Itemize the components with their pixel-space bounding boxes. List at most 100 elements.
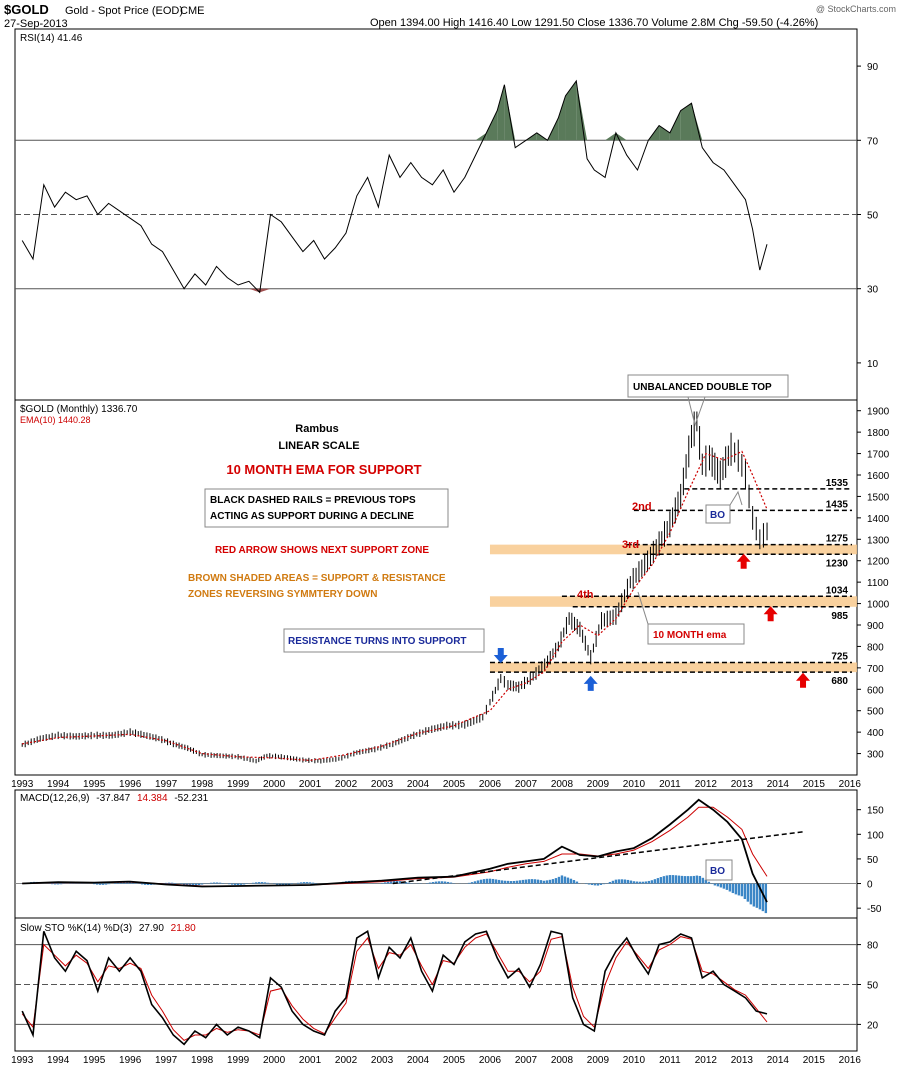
bo-price-box [705, 504, 731, 524]
macd-histogram-bar [278, 883, 282, 885]
price-tick-label: 500 [867, 707, 884, 718]
macd-histogram-bar [602, 883, 606, 885]
rsi-panel: 10 30 50 70 90 [15, 62, 879, 370]
sto-x-tick-label: 2016 [839, 1055, 862, 1066]
macd-histogram-bar [476, 880, 480, 884]
macd-histogram-bar [383, 882, 387, 884]
macd-histogram-bar [722, 883, 726, 889]
macd-histogram-bar [752, 883, 756, 907]
macd-histogram-bar [230, 883, 234, 885]
macd-histogram-bar [398, 881, 402, 884]
sto-x-tick-label: 2007 [515, 1055, 538, 1066]
macd-histogram-bar [197, 883, 201, 886]
rsi-oversold-fill [259, 288, 271, 293]
macd-histogram-bar [482, 879, 486, 884]
price-x-tick-label: 1993 [11, 779, 34, 790]
macd-histogram-bar [596, 883, 600, 886]
price-tick-label: 900 [867, 621, 884, 632]
macd-histogram-bar [488, 878, 492, 884]
macd-histogram-bar [575, 881, 579, 884]
price-x-tick-label: 2014 [767, 779, 790, 790]
macd-legend-prefix: MACD(12,26,9) [20, 793, 89, 804]
level-label: 680 [831, 676, 848, 687]
price-x-tick-label: 2009 [587, 779, 610, 790]
macd-histogram-bar [674, 875, 678, 884]
macd-histogram-bar [473, 881, 477, 884]
macd-histogram-bar [407, 882, 411, 884]
macd-legend: MACD(12,26,9) -37.847 14.384 -52.231 [20, 793, 209, 804]
price-x-tick-label: 1994 [47, 779, 70, 790]
sto-x-tick-label: 1996 [119, 1055, 142, 1066]
rsi-tick-label: 30 [867, 285, 879, 296]
rsi-overbought-fill [680, 103, 692, 141]
macd-histogram-bar [275, 883, 279, 885]
macd-histogram-bar [692, 875, 696, 884]
macd-histogram-bar [695, 875, 699, 884]
price-tick-label: 1700 [867, 450, 890, 461]
macd-histogram-bar [665, 875, 669, 884]
macd-histogram-bar [656, 878, 660, 884]
rsi-overbought-fill [605, 132, 616, 141]
red-support-arrow [796, 672, 811, 688]
ema-callout-pointer [637, 591, 649, 625]
macd-histogram-bar [92, 883, 96, 885]
macd-histogram-bar [632, 881, 636, 884]
macd-histogram-bar [731, 883, 735, 894]
macd-histogram-bar [662, 876, 666, 884]
macd-histogram-bar [494, 879, 498, 884]
price-x-tick-label: 1996 [119, 779, 142, 790]
price-x-tick-label: 2007 [515, 779, 538, 790]
sto-x-tick-label: 2002 [335, 1055, 358, 1066]
macd-histogram-bar [653, 879, 657, 884]
blue-down-arrow [493, 648, 508, 663]
macd-histogram-bar [749, 883, 753, 905]
macd-histogram-bar [107, 883, 111, 885]
sto-x-tick-label: 1998 [191, 1055, 214, 1066]
sto-tick-label: 20 [867, 1020, 879, 1031]
macd-legend-signal: 14.384 [137, 793, 168, 804]
sto-x-tick-label: 2013 [731, 1055, 754, 1066]
macd-histogram-bar [311, 882, 315, 884]
rsi-tick-label: 50 [867, 211, 879, 222]
macd-line [22, 798, 768, 903]
price-tick-label: 1800 [867, 428, 890, 439]
macd-histogram-bar [491, 878, 495, 884]
macd-histogram-bar [239, 883, 243, 885]
macd-histogram-bar [758, 883, 762, 910]
macd-histogram-bar [593, 883, 597, 886]
rails-note-line1: BLACK DASHED RAILS = PREVIOUS TOPS [210, 495, 416, 506]
watermark: @ StockCharts.com [816, 4, 896, 14]
macd-histogram-bar [599, 883, 603, 885]
macd-histogram-bar [650, 880, 654, 884]
price-x-tick-label: 2015 [803, 779, 826, 790]
ema-line [22, 450, 768, 762]
macd-histogram-bar [308, 882, 312, 884]
macd-histogram-bar [428, 882, 432, 884]
macd-histogram-bar [128, 881, 132, 884]
price-x-tick-label: 1998 [191, 779, 214, 790]
macd-histogram-bar [404, 882, 408, 884]
macd-histogram-bar [515, 880, 519, 884]
rsi-tick-label: 10 [867, 359, 879, 370]
price-panel: 1535 1435 1275 1230 1034 985 725 680 300 400 500 60… [11, 407, 890, 790]
macd-histogram-bar [440, 881, 444, 884]
macd-histogram-bar [95, 883, 99, 885]
price-x-tick-label: 2002 [335, 779, 358, 790]
ema-callout-box [647, 623, 745, 645]
price-tick-label: 1400 [867, 514, 890, 525]
macd-histogram-bar [173, 882, 177, 884]
price-tick-label: 600 [867, 685, 884, 696]
macd-histogram-bar [446, 881, 450, 884]
ema-legend: EMA(10) 1440.28 [20, 415, 91, 425]
macd-histogram-bar [710, 883, 714, 885]
macd-histogram-bar [569, 878, 573, 884]
macd-histogram-bar [689, 876, 693, 884]
sto-x-tick-label: 2006 [479, 1055, 502, 1066]
resistance-note: RESISTANCE TURNS INTO SUPPORT [288, 636, 467, 647]
macd-histogram-bar [449, 882, 453, 884]
label-4th: 4th [577, 589, 594, 601]
macd-histogram-bar [362, 882, 366, 884]
macd-histogram-bar [296, 882, 300, 884]
macd-histogram-bar [188, 883, 192, 886]
